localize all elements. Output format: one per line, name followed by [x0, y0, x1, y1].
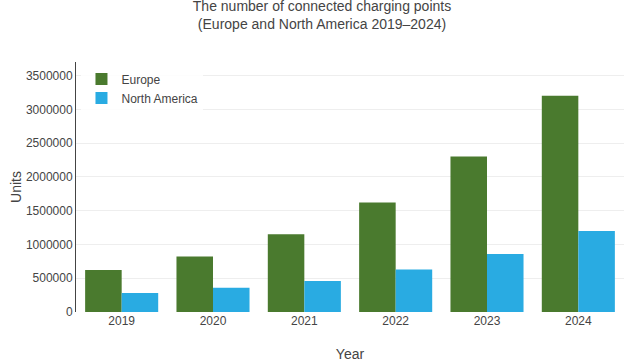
svg-text:0: 0: [66, 305, 73, 319]
svg-text:2000000: 2000000: [26, 170, 73, 184]
svg-text:North America: North America: [121, 92, 197, 106]
svg-text:The number of connected chargi: The number of connected charging points(…: [193, 0, 451, 32]
svg-text:1500000: 1500000: [26, 204, 73, 218]
svg-text:2024: 2024: [565, 314, 592, 328]
svg-text:2023: 2023: [474, 314, 501, 328]
svg-text:3000000: 3000000: [26, 103, 73, 117]
svg-text:3500000: 3500000: [26, 69, 73, 83]
svg-text:Europe: Europe: [121, 73, 160, 87]
svg-text:Year: Year: [336, 346, 365, 362]
svg-text:2021: 2021: [291, 314, 318, 328]
svg-text:500000: 500000: [33, 271, 73, 285]
svg-text:1000000: 1000000: [26, 238, 73, 252]
svg-text:2500000: 2500000: [26, 136, 73, 150]
svg-text:2020: 2020: [200, 314, 227, 328]
svg-text:Units: Units: [8, 171, 24, 203]
svg-text:2022: 2022: [382, 314, 409, 328]
svg-text:2019: 2019: [108, 314, 135, 328]
